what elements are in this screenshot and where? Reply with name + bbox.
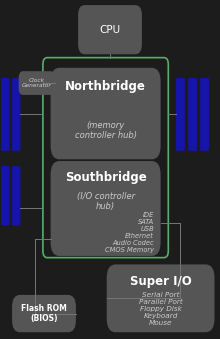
FancyBboxPatch shape xyxy=(19,71,55,95)
FancyBboxPatch shape xyxy=(51,161,161,256)
FancyBboxPatch shape xyxy=(107,264,214,332)
FancyBboxPatch shape xyxy=(176,78,185,151)
Text: Flash ROM
(BIOS): Flash ROM (BIOS) xyxy=(21,304,67,323)
Text: CPU: CPU xyxy=(99,25,121,35)
FancyBboxPatch shape xyxy=(51,68,161,159)
Text: (memory
controller hub): (memory controller hub) xyxy=(75,121,137,140)
Text: Northbridge: Northbridge xyxy=(65,80,146,93)
Text: Super I/O: Super I/O xyxy=(130,275,191,287)
FancyBboxPatch shape xyxy=(1,166,9,225)
FancyBboxPatch shape xyxy=(200,78,209,151)
Text: Serial Port
Parallel Port
Floppy Disk
Keyboard
Mouse: Serial Port Parallel Port Floppy Disk Ke… xyxy=(139,292,182,325)
FancyBboxPatch shape xyxy=(12,166,20,225)
Text: (I/O controller
hub): (I/O controller hub) xyxy=(77,192,135,211)
FancyBboxPatch shape xyxy=(188,78,197,151)
FancyBboxPatch shape xyxy=(1,78,9,151)
FancyBboxPatch shape xyxy=(12,295,76,332)
Text: Clock
Generator: Clock Generator xyxy=(22,78,52,88)
Text: IDE
SATA
USB
Ethernet
Audio Codec
CMOS Memory: IDE SATA USB Ethernet Audio Codec CMOS M… xyxy=(105,212,154,253)
Text: Southbridge: Southbridge xyxy=(65,171,147,184)
FancyBboxPatch shape xyxy=(12,78,20,151)
FancyBboxPatch shape xyxy=(78,5,142,54)
